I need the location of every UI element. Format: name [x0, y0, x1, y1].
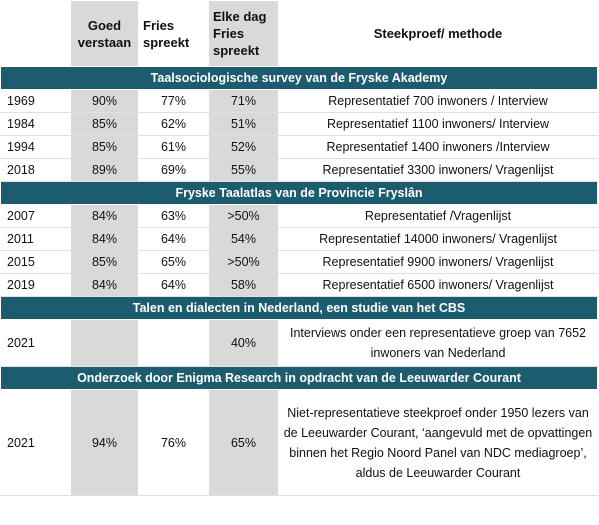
cell-methode: Representatief 1400 inwoners /Interview: [278, 135, 598, 159]
cell-elke-dag: 54%: [208, 227, 279, 251]
cell-methode: Representatief 1100 inwoners/ Interview: [278, 112, 598, 136]
cell-fries-spreekt: 77%: [138, 89, 209, 113]
cell-methode: Representatief 700 inwoners / Interview: [278, 89, 598, 113]
cell-fries-spreekt: 62%: [138, 112, 209, 136]
table-row: 2007 84% 63% >50% Representatief /Vragen…: [0, 204, 598, 228]
header-row: Goed verstaan Fries spreekt Elke dag Fri…: [0, 0, 598, 67]
table-row: 1969 90% 77% 71% Representatief 700 inwo…: [0, 89, 598, 113]
cell-fries-spreekt: 64%: [138, 227, 209, 251]
cell-fries-spreekt: 61%: [138, 135, 209, 159]
cell-methode: Representatief 9900 inwoners/ Vragenlijs…: [278, 250, 598, 274]
table-row: 2021 40% Interviews onder een representa…: [0, 319, 598, 367]
cell-methode: Representatief 3300 inwoners/ Vragenlijs…: [278, 158, 598, 182]
cell-year: 2019: [0, 273, 71, 297]
table-row: 1984 85% 62% 51% Representatief 1100 inw…: [0, 112, 598, 136]
cell-fries-spreekt: 64%: [138, 273, 209, 297]
cell-elke-dag: 40%: [208, 319, 279, 367]
cell-methode: Interviews onder een representatieve gro…: [278, 319, 598, 367]
section-title: Onderzoek door Enigma Research in opdrac…: [0, 366, 598, 390]
section-title: Talen en dialecten in Nederland, een stu…: [0, 296, 598, 320]
section-title: Taalsociologische survey van de Fryske A…: [0, 66, 598, 90]
cell-fries-spreekt: 65%: [138, 250, 209, 274]
cell-year: 2015: [0, 250, 71, 274]
cell-year: 1994: [0, 135, 71, 159]
table-row: 1994 85% 61% 52% Representatief 1400 inw…: [0, 135, 598, 159]
cell-elke-dag: >50%: [208, 250, 279, 274]
cell-goed-verstaan: 84%: [70, 273, 139, 297]
header-goed-verstaan: Goed verstaan: [70, 0, 139, 67]
section-header-row: Fryske Taalatlas van de Provincie Fryslâ…: [0, 181, 598, 205]
cell-methode: Niet-representatieve steekproef onder 19…: [278, 389, 598, 496]
header-elke-dag: Elke dag Fries spreekt: [208, 0, 279, 67]
cell-goed-verstaan: 85%: [70, 135, 139, 159]
cell-year: 1984: [0, 112, 71, 136]
table-row: 2015 85% 65% >50% Representatief 9900 in…: [0, 250, 598, 274]
cell-elke-dag: 55%: [208, 158, 279, 182]
cell-elke-dag: 52%: [208, 135, 279, 159]
section-title: Fryske Taalatlas van de Provincie Fryslâ…: [0, 181, 598, 205]
header-year: [0, 0, 71, 67]
cell-fries-spreekt: 76%: [138, 389, 209, 496]
table-row: 2021 94% 76% 65% Niet-representatieve st…: [0, 389, 598, 496]
section-header-row: Onderzoek door Enigma Research in opdrac…: [0, 366, 598, 390]
header-fries-spreekt: Fries spreekt: [138, 0, 209, 67]
cell-methode: Representatief 6500 inwoners/ Vragenlijs…: [278, 273, 598, 297]
cell-goed-verstaan: 85%: [70, 112, 139, 136]
cell-goed-verstaan: 84%: [70, 227, 139, 251]
cell-goed-verstaan: 94%: [70, 389, 139, 496]
cell-goed-verstaan: 89%: [70, 158, 139, 182]
cell-year: 2018: [0, 158, 71, 182]
cell-elke-dag: >50%: [208, 204, 279, 228]
cell-year: 2021: [0, 319, 71, 367]
table-row: 2018 89% 69% 55% Representatief 3300 inw…: [0, 158, 598, 182]
cell-goed-verstaan: 84%: [70, 204, 139, 228]
cell-fries-spreekt: 63%: [138, 204, 209, 228]
cell-year: 1969: [0, 89, 71, 113]
cell-elke-dag: 65%: [208, 389, 279, 496]
cell-fries-spreekt: [138, 319, 209, 367]
cell-year: 2011: [0, 227, 71, 251]
header-steekproef: Steekproef/ methode: [278, 0, 598, 67]
cell-year: 2007: [0, 204, 71, 228]
cell-elke-dag: 58%: [208, 273, 279, 297]
section-header-row: Taalsociologische survey van de Fryske A…: [0, 66, 598, 90]
cell-year: 2021: [0, 389, 71, 496]
cell-fries-spreekt: 69%: [138, 158, 209, 182]
cell-goed-verstaan: 85%: [70, 250, 139, 274]
cell-goed-verstaan: 90%: [70, 89, 139, 113]
cell-goed-verstaan: [70, 319, 139, 367]
cell-elke-dag: 51%: [208, 112, 279, 136]
table-row: 2019 84% 64% 58% Representatief 6500 inw…: [0, 273, 598, 297]
survey-table: Goed verstaan Fries spreekt Elke dag Fri…: [0, 0, 598, 496]
cell-methode: Representatief 14000 inwoners/ Vragenlij…: [278, 227, 598, 251]
table-row: 2011 84% 64% 54% Representatief 14000 in…: [0, 227, 598, 251]
cell-elke-dag: 71%: [208, 89, 279, 113]
cell-methode: Representatief /Vragenlijst: [278, 204, 598, 228]
section-header-row: Talen en dialecten in Nederland, een stu…: [0, 296, 598, 320]
